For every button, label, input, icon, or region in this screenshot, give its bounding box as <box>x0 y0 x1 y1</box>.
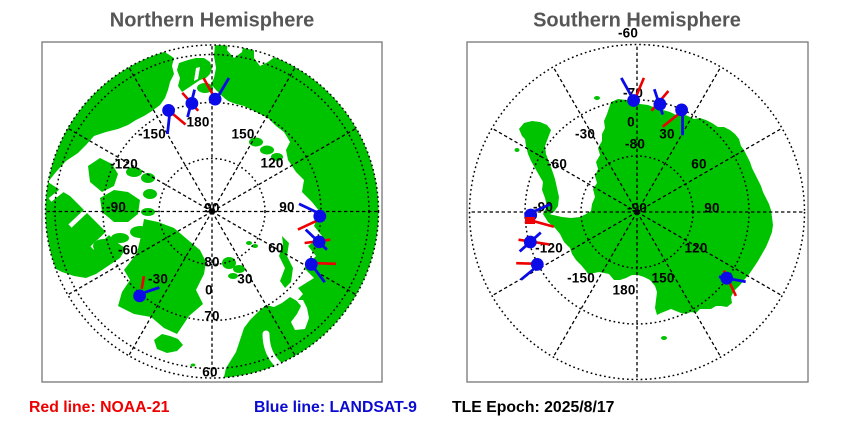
svg-text:70: 70 <box>204 309 219 324</box>
svg-text:30: 30 <box>659 127 674 142</box>
svg-text:-30: -30 <box>575 127 595 142</box>
svg-text:60: 60 <box>268 241 283 256</box>
svg-text:150: 150 <box>651 271 674 286</box>
svg-text:-90: -90 <box>627 201 647 216</box>
svg-text:-90: -90 <box>106 200 126 215</box>
svg-text:90: 90 <box>704 201 719 216</box>
svg-text:90: 90 <box>204 201 219 216</box>
svg-text:TLE Epoch: 2025/8/17: TLE Epoch: 2025/8/17 <box>452 399 615 416</box>
svg-text:-120: -120 <box>110 157 138 172</box>
svg-text:80: 80 <box>204 255 219 270</box>
svg-text:Northern Hemisphere: Northern Hemisphere <box>110 10 315 32</box>
svg-text:0: 0 <box>627 115 635 130</box>
svg-text:-30: -30 <box>148 272 168 287</box>
svg-text:0: 0 <box>205 283 213 298</box>
svg-text:-60: -60 <box>618 26 638 41</box>
svg-text:60: 60 <box>691 157 706 172</box>
svg-text:Blue line: LANDSAT-9: Blue line: LANDSAT-9 <box>254 399 417 416</box>
svg-text:-60: -60 <box>118 243 138 258</box>
svg-text:90: 90 <box>279 200 294 215</box>
svg-text:60: 60 <box>202 365 217 380</box>
svg-text:Southern Hemisphere: Southern Hemisphere <box>533 10 741 32</box>
svg-text:-80: -80 <box>625 137 645 152</box>
svg-text:180: 180 <box>186 115 209 130</box>
svg-text:180: 180 <box>612 283 635 298</box>
svg-text:-150: -150 <box>138 127 166 142</box>
svg-text:30: 30 <box>237 272 252 287</box>
svg-text:120: 120 <box>260 156 283 171</box>
svg-text:150: 150 <box>231 127 254 142</box>
svg-text:-150: -150 <box>567 271 595 286</box>
svg-text:Red line: NOAA-21: Red line: NOAA-21 <box>29 399 170 416</box>
svg-text:-60: -60 <box>547 157 567 172</box>
svg-text:120: 120 <box>684 241 707 256</box>
